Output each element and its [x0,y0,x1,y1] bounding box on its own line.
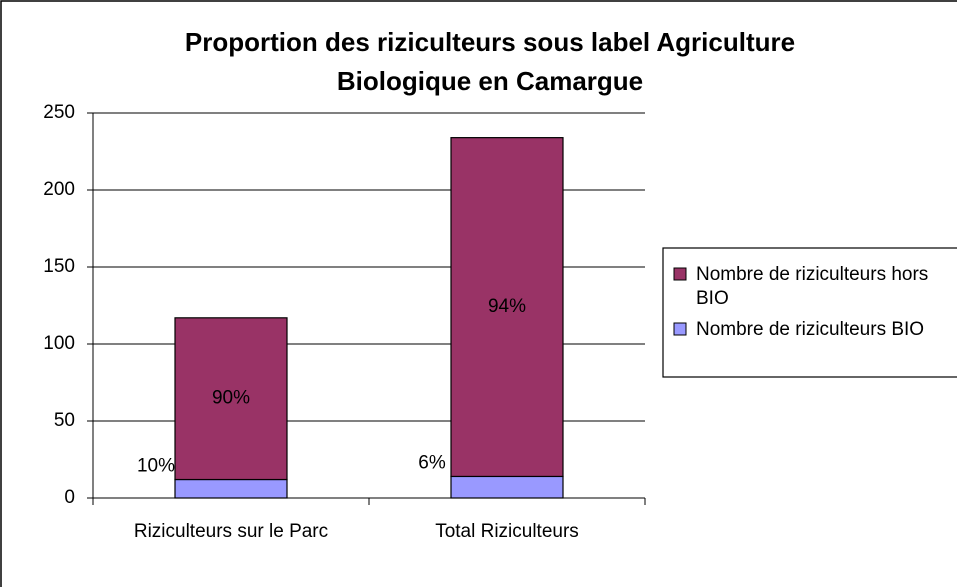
chart-title: Biologique en Camargue [337,66,643,96]
bar-segment [174,317,288,481]
y-tick-label: 0 [64,487,75,508]
y-tick-label: 100 [43,333,75,354]
legend-swatch [673,322,687,336]
legend-label: Nombre de riziculteurs hors BIO [696,264,929,309]
share-label: 94% [488,296,526,317]
y-tick-label: 150 [43,256,75,277]
legend-swatch [673,267,687,281]
share-label: 10% [137,456,175,477]
x-tick-label: Total Riziculteurs [435,521,579,542]
x-tick-label: Riziculteurs sur le Parc [133,521,329,542]
y-tick-label: 200 [43,179,75,200]
bar-segment [450,137,564,478]
y-tick-label: 250 [43,102,75,123]
y-tick-label: 50 [54,410,75,431]
share-label: 6% [418,452,446,473]
bar-segment [450,475,564,499]
bar-segment [174,478,288,499]
legend-box [662,247,957,378]
share-label: 90% [212,388,250,409]
legend-label: Nombre de riziculteurs BIO [696,319,925,340]
chart-title: Proportion des riziculteurs sous label A… [185,27,795,57]
